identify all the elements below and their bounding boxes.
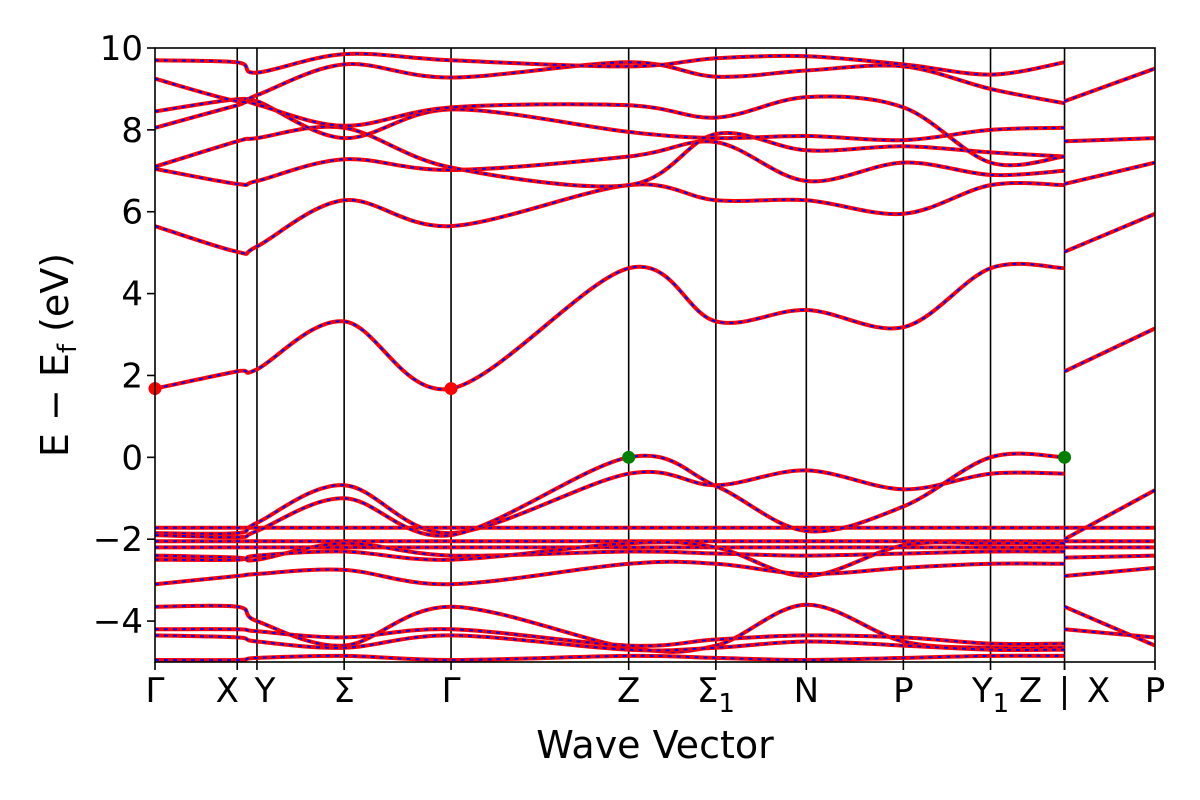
x-tick-label: Y	[254, 671, 276, 711]
band-line-dashed	[155, 182, 1065, 255]
x-tick-label-main: P	[1145, 671, 1166, 711]
band-line-dashed	[155, 140, 1065, 186]
x-tick-label: Γ	[442, 671, 461, 711]
band-line-dashed	[155, 125, 1065, 188]
x-tick-label: X	[216, 671, 239, 711]
x-tick-label-main: Z	[617, 671, 640, 711]
band-line-dashed	[1064, 554, 1155, 559]
band-line-dashed	[155, 542, 1065, 562]
vbm-marker	[1058, 450, 1072, 464]
x-tick-label-main: X	[216, 671, 239, 711]
k-point-lines	[236, 48, 1066, 662]
band-line-dashed	[1064, 161, 1155, 185]
band-line-dashed	[155, 541, 1065, 578]
x-tick-label: X	[1087, 671, 1110, 711]
band-line	[1063, 488, 1155, 541]
y-tick-label: 6	[121, 193, 143, 233]
band-line-dashed	[1064, 628, 1155, 639]
x-tick-label: Z	[1019, 671, 1042, 711]
band-line	[155, 468, 1065, 536]
x-tick-label: Z	[617, 671, 640, 711]
band-line-dashed	[155, 654, 1065, 662]
band-line-dashed	[1064, 212, 1155, 253]
x-tick-label: P	[1145, 671, 1166, 711]
x-tick-label-main: Γ	[146, 671, 165, 711]
x-tick-label-main: Σ	[333, 671, 354, 711]
y-tick-label: 4	[121, 275, 143, 315]
band-line-dashed	[155, 52, 1065, 76]
x-tick-label-main: Γ	[442, 671, 461, 711]
plot-frame	[154, 47, 1156, 663]
y-axis-title-sub: f	[53, 343, 83, 353]
y-tick-label: −2	[93, 520, 143, 560]
band-line-dashed	[155, 560, 1065, 586]
x-tick-label-sub: 1	[993, 689, 1010, 719]
y-axis-title-main: E − E	[33, 353, 77, 457]
x-tick-label-main: X	[1087, 671, 1110, 711]
band-line-dashed	[1064, 137, 1155, 143]
band-line	[155, 261, 1065, 392]
x-tick-label: Γ	[146, 671, 165, 711]
x-tick-label-sub: 1	[718, 689, 735, 719]
band-line-dashed	[1064, 566, 1155, 577]
y-tick-label: 10	[100, 29, 143, 69]
band-line-dashed	[155, 97, 1065, 142]
band-line-dashed	[1064, 327, 1155, 373]
vbm-marker	[622, 450, 636, 464]
x-tick-label-main: Y	[254, 671, 276, 711]
y-tick-label: 2	[121, 356, 143, 396]
y-ticks: 10 8 6 4 2 0 −2 −4	[93, 29, 155, 642]
y-axis-title: E − Ef (eV)	[33, 253, 83, 457]
x-tick-label: Σ1	[697, 671, 735, 719]
bands	[155, 51, 1155, 662]
y-tick-label: 8	[121, 111, 143, 151]
x-tick-label: Y1	[971, 671, 1009, 719]
x-tick-label-main: N	[794, 671, 819, 711]
x-tick-label: Σ	[333, 671, 354, 711]
band-line	[155, 60, 1065, 106]
band-line-dashed	[1064, 67, 1155, 103]
band-line-dashed	[155, 634, 1065, 652]
x-axis-title: Wave Vector	[536, 723, 774, 767]
x-tick-label-main: Y	[971, 671, 993, 711]
x-tick-label: N	[794, 671, 819, 711]
x-tick-label: P	[893, 671, 914, 711]
x-tick-label-main: Σ	[697, 671, 718, 711]
band-line-dashed	[155, 628, 1065, 647]
x-tick-label-main: P	[893, 671, 914, 711]
x-tick-label-main: Z	[1019, 671, 1042, 711]
x-ticks: Γ X Y Σ Γ Z Σ1 N P Y1 Z X P|	[146, 662, 1166, 719]
band-line-dashed	[1064, 605, 1155, 647]
x-break-label: |	[1059, 671, 1070, 711]
y-tick-label: 0	[121, 438, 143, 478]
y-axis-title-unit: (eV)	[33, 253, 77, 344]
cbm-marker	[444, 382, 458, 396]
y-tick-label: −4	[93, 602, 143, 642]
band-line-dashed	[155, 95, 1065, 167]
